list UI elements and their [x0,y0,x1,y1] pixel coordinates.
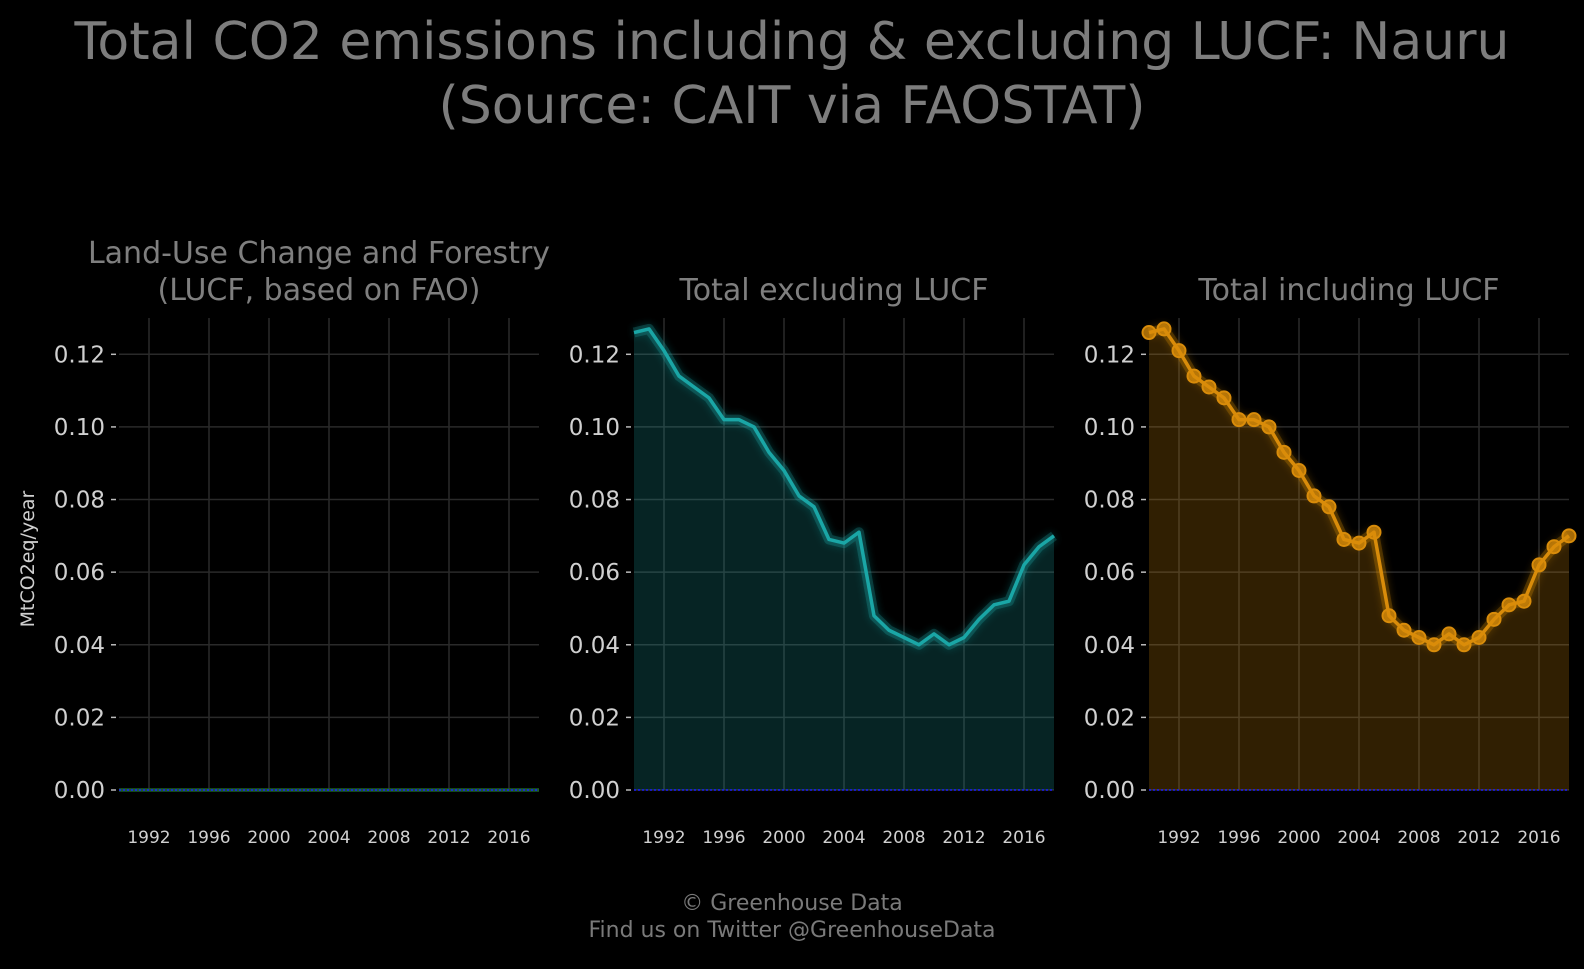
xtick-label: 1992 [1157,828,1200,848]
data-point [1336,531,1352,547]
series-area [1149,328,1569,790]
ytick-label: 0.04 [54,633,105,659]
data-point [1471,630,1487,646]
data-point [1291,462,1307,478]
xtick-label: 2008 [1397,828,1440,848]
ytick-label: 0.10 [569,415,620,441]
panel-title-line: (LUCF, based on FAO) [158,273,481,308]
ytick-label: 0.10 [54,415,105,441]
data-point [1171,343,1187,359]
data-point [1531,557,1547,573]
xtick-label: 1996 [1217,828,1260,848]
xtick-label: 2016 [487,828,530,848]
ytick-label: 0.04 [1084,633,1135,659]
footer: © Greenhouse Data Find us on Twitter @Gr… [0,890,1584,944]
chart-title: Total CO2 emissions including & excludin… [0,10,1584,138]
xtick-label: 2008 [882,828,925,848]
ytick-label: 0.10 [1084,415,1135,441]
xtick-label: 2000 [762,828,805,848]
xtick-label: 1992 [127,828,170,848]
data-point [1231,412,1247,428]
xtick-label: 2000 [1277,828,1320,848]
data-point [1276,444,1292,460]
series-line [633,327,1056,647]
data-point [1486,611,1502,627]
data-point [1441,626,1457,642]
ytick-label: 0.02 [54,705,105,731]
xtick-label: 2016 [1517,828,1560,848]
data-point [1306,488,1322,504]
panel-title-line: Total including LUCF [1197,273,1499,308]
ytick-label: 0.12 [569,342,620,368]
ytick-label: 0.02 [1084,705,1135,731]
footer-copyright: © Greenhouse Data [681,891,903,916]
data-point [1321,499,1337,515]
data-point [1366,524,1382,540]
xtick-label: 1996 [187,828,230,848]
panel-lucf: 0.00 0.02 0.04 0.06 0.08 0.10 0.12 1992 1996 2000… [17,236,550,848]
y-axis-label: MtCO2eq/year [17,490,39,627]
xtick-label: 2012 [1457,828,1500,848]
xtick-label: 2012 [942,828,985,848]
ytick-label: 0.00 [569,778,620,804]
xtick-label: 1996 [702,828,745,848]
xtick-label: 1992 [642,828,685,848]
chart-title-line1: Total CO2 emissions including & excludin… [74,12,1510,72]
ytick-label: 0.06 [54,560,105,586]
ytick-label: 0.08 [1084,488,1135,514]
panel-incl: 0.00 0.02 0.04 0.06 0.08 0.10 0.12 1992 1996 2000… [1084,273,1577,848]
xtick-label: 2016 [1002,828,1045,848]
data-point [1351,535,1367,551]
ytick-label: 0.12 [54,342,105,368]
ytick-label: 0.00 [1084,778,1135,804]
ytick-label: 0.08 [569,488,620,514]
xtick-label: 2004 [1337,828,1380,848]
xtick-label: 2008 [367,828,410,848]
footer-twitter: Find us on Twitter @GreenhouseData [588,918,996,943]
panel-excl: 0.00 0.02 0.04 0.06 0.08 0.10 0.12 1992 1996 2000… [569,273,1057,848]
data-point [1561,528,1577,544]
xtick-label: 2000 [247,828,290,848]
ytick-label: 0.04 [569,633,620,659]
data-point [1546,539,1562,555]
chart-title-line2: (Source: CAIT via FAOSTAT) [438,76,1146,136]
ytick-label: 0.00 [54,778,105,804]
data-point [1246,412,1262,428]
xtick-label: 2012 [427,828,470,848]
ytick-label: 0.06 [1084,560,1135,586]
data-point [1411,630,1427,646]
data-point [1501,597,1517,613]
data-point [1426,637,1442,653]
data-point [1186,368,1202,384]
panel-title-line: Total excluding LUCF [679,273,989,308]
ytick-label: 0.02 [569,705,620,731]
xtick-label: 2004 [307,828,350,848]
data-point [1516,593,1532,609]
ytick-label: 0.08 [54,488,105,514]
data-point [1156,321,1172,337]
xtick-label: 2004 [822,828,865,848]
data-point [1141,325,1157,341]
data-point [1381,608,1397,624]
series-area [634,328,1054,790]
data-point [1261,419,1277,435]
data-point [1216,390,1232,406]
ytick-label: 0.12 [1084,342,1135,368]
data-point [1201,379,1217,395]
panel-title-line: Land-Use Change and Forestry [88,236,550,271]
data-point [1456,637,1472,653]
ytick-label: 0.06 [569,560,620,586]
data-point [1396,622,1412,638]
